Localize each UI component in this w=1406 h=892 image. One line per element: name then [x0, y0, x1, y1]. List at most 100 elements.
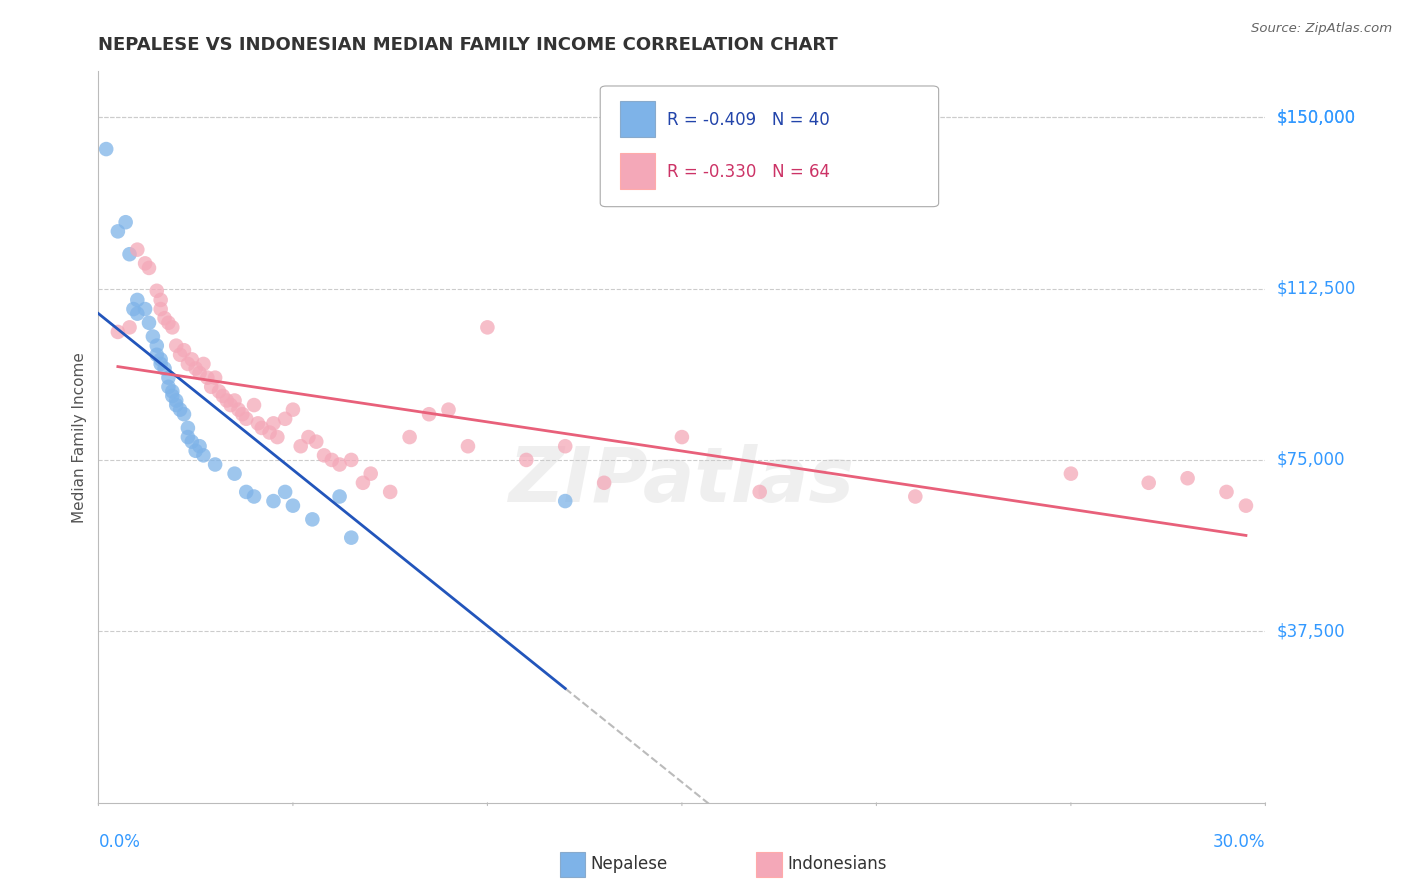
Point: [554, 439, 576, 453]
Point: [127, 243, 149, 257]
Point: [177, 421, 200, 435]
Point: [114, 215, 136, 229]
Point: [1234, 499, 1257, 513]
Point: [457, 439, 479, 453]
Point: [153, 311, 176, 326]
Point: [297, 430, 319, 444]
Point: [1137, 475, 1160, 490]
Point: [180, 434, 202, 449]
Text: Source: ZipAtlas.com: Source: ZipAtlas.com: [1251, 22, 1392, 36]
Point: [301, 512, 323, 526]
Point: [1177, 471, 1199, 485]
Point: [149, 301, 172, 317]
Text: $75,000: $75,000: [1277, 451, 1346, 469]
Point: [212, 389, 235, 403]
Point: [224, 393, 246, 408]
Point: [162, 384, 184, 399]
Text: 30.0%: 30.0%: [1213, 833, 1265, 851]
Point: [200, 380, 222, 394]
Point: [146, 284, 169, 298]
Point: [262, 417, 284, 431]
Point: [162, 320, 184, 334]
Point: [142, 329, 165, 343]
Point: [127, 293, 149, 307]
Point: [177, 357, 200, 371]
Point: [340, 453, 363, 467]
Text: $112,500: $112,500: [1277, 279, 1355, 298]
Point: [235, 412, 257, 426]
Point: [554, 494, 576, 508]
Point: [477, 320, 499, 334]
Point: [122, 301, 145, 317]
Point: [169, 348, 191, 362]
Point: [281, 499, 304, 513]
Text: $150,000: $150,000: [1277, 108, 1355, 126]
Point: [193, 357, 215, 371]
Point: [157, 316, 180, 330]
Point: [208, 384, 231, 399]
Point: [352, 475, 374, 490]
Point: [1060, 467, 1083, 481]
Point: [157, 370, 180, 384]
Point: [173, 343, 195, 358]
Point: [193, 448, 215, 462]
Y-axis label: Median Family Income: Median Family Income: [72, 351, 87, 523]
Point: [195, 370, 218, 384]
Point: [593, 475, 616, 490]
Point: [748, 485, 770, 500]
Point: [321, 453, 343, 467]
FancyBboxPatch shape: [600, 86, 939, 207]
Point: [281, 402, 304, 417]
Point: [418, 407, 440, 421]
Text: R = -0.330   N = 64: R = -0.330 N = 64: [666, 163, 830, 181]
Point: [149, 293, 172, 307]
Point: [157, 380, 180, 394]
Point: [360, 467, 382, 481]
Point: [290, 439, 312, 453]
Point: [437, 402, 460, 417]
Text: $37,500: $37,500: [1277, 623, 1346, 640]
Point: [243, 490, 266, 504]
Point: [153, 361, 176, 376]
Bar: [620, 101, 655, 137]
Point: [1215, 485, 1237, 500]
Point: [184, 443, 207, 458]
Point: [165, 393, 187, 408]
Point: [329, 490, 352, 504]
Point: [231, 407, 253, 421]
Point: [274, 412, 297, 426]
Point: [312, 448, 335, 462]
Point: [266, 430, 288, 444]
Point: [262, 494, 284, 508]
Point: [904, 490, 927, 504]
Point: [165, 338, 187, 352]
Point: [188, 366, 211, 380]
Point: [146, 338, 169, 352]
Point: [127, 307, 149, 321]
Point: [188, 439, 211, 453]
Point: [96, 142, 118, 156]
Point: [107, 325, 129, 339]
Text: $150,000: $150,000: [1277, 108, 1355, 126]
Point: [134, 301, 156, 317]
Point: [165, 398, 187, 412]
Point: [398, 430, 420, 444]
Point: [204, 370, 226, 384]
Text: Indonesians: Indonesians: [787, 855, 887, 873]
Point: [177, 430, 200, 444]
Point: [169, 402, 191, 417]
Point: [224, 467, 246, 481]
Text: Nepalese: Nepalese: [591, 855, 668, 873]
Point: [134, 256, 156, 270]
Point: [228, 402, 250, 417]
Point: [305, 434, 328, 449]
Point: [215, 393, 238, 408]
Point: [329, 458, 352, 472]
Point: [204, 458, 226, 472]
Point: [173, 407, 195, 421]
Point: [250, 421, 273, 435]
Point: [107, 224, 129, 238]
Point: [118, 320, 141, 334]
Point: [219, 398, 242, 412]
Point: [184, 361, 207, 376]
